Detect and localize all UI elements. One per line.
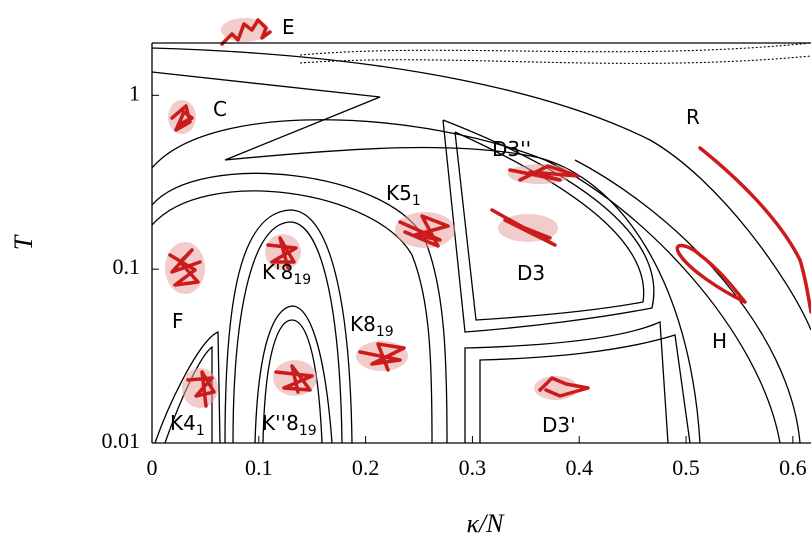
region-label-text: K'8 bbox=[262, 260, 293, 284]
region-label-text: K5 bbox=[386, 181, 412, 205]
axes bbox=[151, 42, 811, 444]
region-label: C bbox=[213, 97, 227, 121]
region-label: E bbox=[282, 15, 295, 39]
region-label-text: H bbox=[712, 329, 727, 353]
region-label-text: E bbox=[282, 15, 295, 39]
y-tick-label: 0.1 bbox=[113, 254, 141, 279]
x-tick-label: 0.3 bbox=[459, 455, 487, 480]
region-label-subscript: 1 bbox=[412, 193, 421, 209]
x-tick-label: 0.5 bbox=[672, 455, 700, 480]
region-label: K51 bbox=[386, 181, 421, 210]
x-tick-label: 0 bbox=[147, 455, 158, 480]
region-label: R bbox=[686, 105, 700, 129]
region-label-subscript: 19 bbox=[376, 324, 394, 340]
y-axis-label: T bbox=[9, 234, 38, 250]
region-label-text: K''8 bbox=[262, 411, 299, 435]
region-label-subscript: 19 bbox=[299, 423, 317, 439]
region-label-text: D3' bbox=[542, 413, 576, 437]
region-label: K41 bbox=[170, 411, 205, 440]
region-label: K''819 bbox=[262, 411, 317, 440]
region-label: H bbox=[712, 329, 727, 353]
region-label-subscript: 1 bbox=[196, 423, 205, 439]
region-label-text: D3 bbox=[517, 261, 545, 285]
x-tick-label: 0.4 bbox=[565, 455, 593, 480]
region-label: D3'' bbox=[492, 137, 531, 161]
region-label: K'819 bbox=[262, 260, 311, 289]
y-tick-label: 1 bbox=[129, 80, 140, 105]
region-label-text: D3'' bbox=[492, 137, 531, 161]
region-label-text: R bbox=[686, 105, 700, 129]
region-label: F bbox=[172, 309, 184, 333]
region-label-text: C bbox=[213, 97, 227, 121]
x-axis-label: κ/N bbox=[466, 509, 505, 538]
region-label-subscript: 19 bbox=[293, 272, 311, 288]
y-tick-label: 0.01 bbox=[102, 428, 141, 453]
region-label: D3 bbox=[517, 261, 545, 285]
x-tick-label: 0.2 bbox=[352, 455, 380, 480]
x-tick-label: 0.1 bbox=[245, 455, 273, 480]
region-label-text: F bbox=[172, 309, 184, 333]
region-label-text: K8 bbox=[350, 312, 376, 336]
polymer-snapshots bbox=[165, 18, 811, 408]
region-label: K819 bbox=[350, 312, 394, 341]
x-tick-label: 0.6 bbox=[779, 455, 807, 480]
phase-boundaries bbox=[151, 42, 811, 444]
region-label-text: K4 bbox=[170, 411, 196, 435]
region-label: D3' bbox=[542, 413, 576, 437]
